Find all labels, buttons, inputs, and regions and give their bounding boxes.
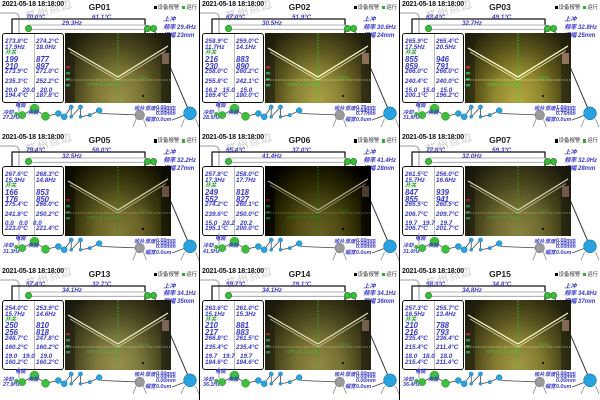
svg-text:GP01: GP01	[139, 208, 150, 213]
svg-text:GP01 R 12:48:05: GP01 R 12:48:05	[487, 349, 520, 354]
svg-text:GP01: GP01	[539, 75, 550, 80]
svg-text:GP01 R 12:48:05: GP01 R 12:48:05	[487, 82, 520, 87]
svg-text:GP01: GP01	[139, 342, 150, 347]
svg-text:GP01: GP01	[539, 208, 550, 213]
svg-text:GP01: GP01	[339, 342, 350, 347]
svg-text:GP01: GP01	[339, 208, 350, 213]
svg-text:GP01 R 12:48:05: GP01 R 12:48:05	[287, 215, 320, 220]
svg-text:GP01 R 12:48:05: GP01 R 12:48:05	[87, 215, 120, 220]
svg-text:GP01 R 12:48:05: GP01 R 12:48:05	[87, 349, 120, 354]
svg-text:GP01 R 12:48:05: GP01 R 12:48:05	[287, 349, 320, 354]
svg-text:GP01 R 12:48:05: GP01 R 12:48:05	[487, 215, 520, 220]
svg-text:GP01: GP01	[539, 342, 550, 347]
svg-text:GP01: GP01	[139, 75, 150, 80]
svg-text:GP01 R 12:48:05: GP01 R 12:48:05	[287, 82, 320, 87]
svg-text:GP01 R 12:48:05: GP01 R 12:48:05	[87, 82, 120, 87]
svg-text:GP01: GP01	[339, 75, 350, 80]
